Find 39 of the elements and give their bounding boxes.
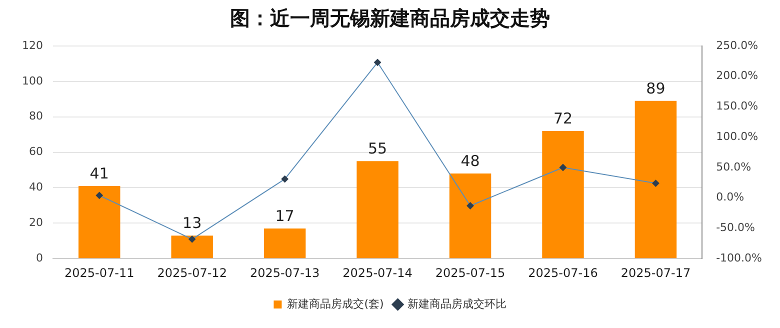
bar [171, 236, 213, 258]
bar [634, 100, 677, 258]
x-tick-label: 2025-07-14 [342, 266, 412, 280]
y-tick-label: 40 [28, 180, 43, 194]
y2-tick-label: -100.0% [716, 251, 762, 264]
y2-tick-label: 150.0% [716, 100, 758, 113]
y-tick-label: 80 [28, 110, 43, 123]
x-tick-label: 2025-07-16 [528, 266, 598, 280]
y2-tick-label: 200.0% [716, 69, 758, 82]
legend-label: 新建商品房成交(套) [287, 297, 384, 310]
y-tick-label: 0 [36, 251, 43, 264]
y-tick-label: 120 [22, 38, 43, 52]
y2-tick-label: 0.0% [716, 190, 744, 204]
data-label: 72 [553, 109, 573, 128]
x-tick-label: 2025-07-15 [435, 266, 506, 280]
legend-label: 新建商品房成交环比 [407, 297, 506, 310]
data-label: 55 [368, 140, 388, 158]
bar [542, 131, 584, 258]
data-label: 41 [90, 164, 109, 182]
y2-tick-label: 50.0% [716, 160, 752, 174]
data-label: 17 [275, 206, 294, 225]
y-tick-label: 20 [28, 216, 43, 230]
bar [449, 174, 492, 258]
data-label: 13 [182, 214, 202, 232]
x-tick-label: 2025-07-12 [157, 266, 227, 280]
bar [78, 186, 120, 258]
bar [264, 228, 306, 258]
chart-title: 图：近一周无锡新建商品房成交走势 [230, 6, 550, 30]
y2-tick-label: 100.0% [716, 130, 758, 143]
y-tick-label: 100 [22, 74, 43, 88]
y-tick-label: 60 [28, 145, 43, 158]
x-tick-label: 2025-07-11 [64, 266, 134, 280]
data-label: 89 [646, 79, 666, 98]
x-tick-label: 2025-07-17 [620, 266, 691, 280]
data-label: 48 [460, 152, 480, 170]
y2-tick-label: -50.0% [716, 221, 756, 234]
y2-tick-label: 250.0% [716, 38, 758, 52]
x-tick-label: 2025-07-13 [250, 266, 320, 280]
bar [356, 161, 398, 258]
